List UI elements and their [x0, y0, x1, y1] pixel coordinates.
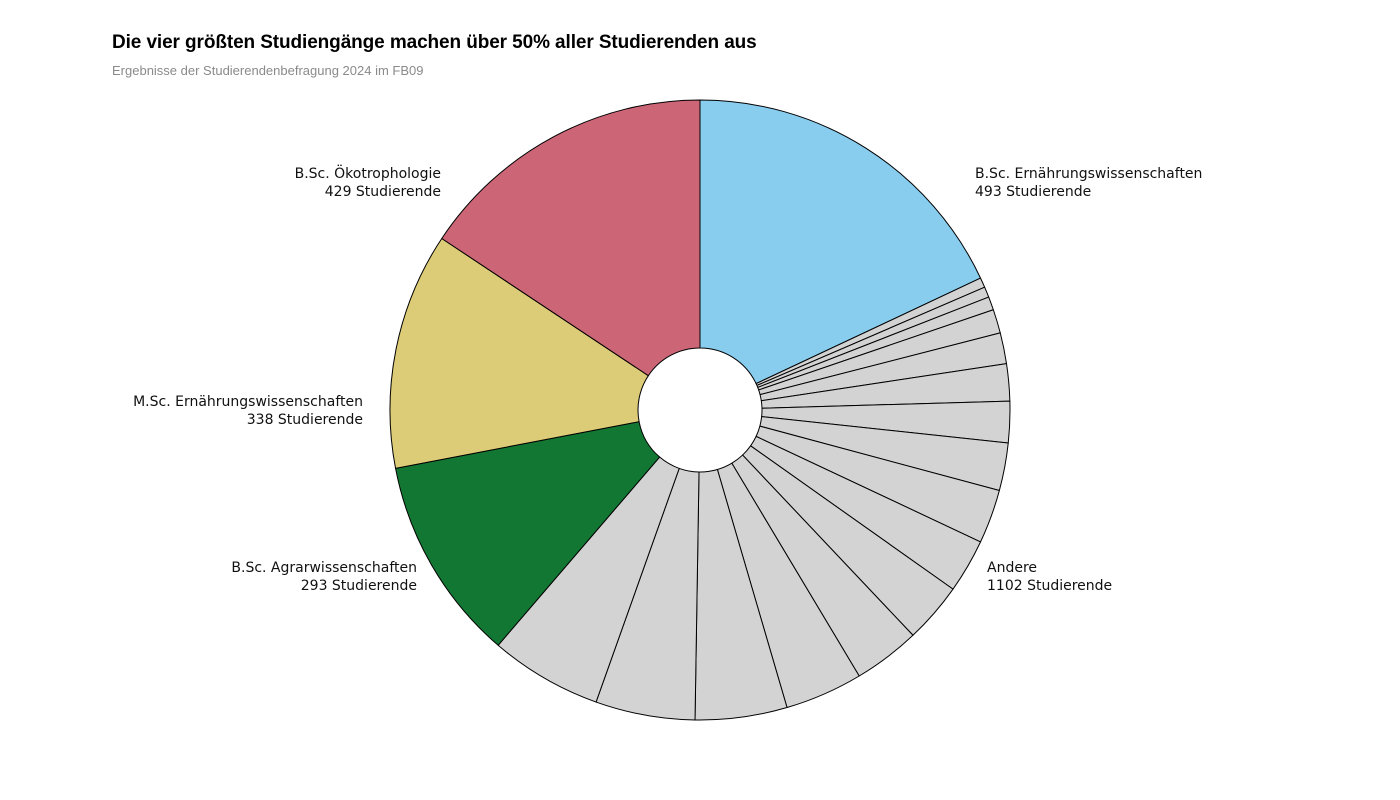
label-line-name: M.Sc. Ernährungswissenschaften	[133, 394, 363, 410]
label-line-count: 293 Studierende	[301, 578, 417, 594]
donut-slices	[389, 99, 1011, 721]
label-line-name: B.Sc. Ökotrophologie	[295, 164, 441, 182]
slice-b-sc-ernaehrungswissenschaften	[699, 99, 982, 385]
label-line-name: Andere	[987, 560, 1037, 576]
label-andere: Andere 1102 Studierende	[987, 560, 1112, 594]
label-b-sc-oekotrophologie: B.Sc. Ökotrophologie 429 Studierende	[295, 164, 441, 200]
label-line-name: B.Sc. Ernährungswissenschaften	[975, 166, 1202, 182]
label-b-sc-ernaehrungswissenschaften: B.Sc. Ernährungswissenschaften 493 Studi…	[975, 166, 1202, 200]
label-line-count: 338 Studierende	[247, 412, 363, 428]
slice-m-sc-ernaehrungswissenschaften	[389, 237, 649, 469]
label-line-name: B.Sc. Agrarwissenschaften	[231, 560, 417, 576]
label-line-count: 1102 Studierende	[987, 578, 1112, 594]
label-line-count: 429 Studierende	[325, 184, 441, 200]
chart-title: Die vier größten Studiengänge machen übe…	[112, 32, 757, 53]
label-b-sc-agrarwissenschaften: B.Sc. Agrarwissenschaften 293 Studierend…	[231, 560, 417, 594]
chart-subtitle: Ergebnisse der Studierendenbefragung 202…	[112, 63, 424, 78]
slice-b-sc-oekotrophologie	[441, 99, 701, 377]
slice-b-sc-agrarwissenschaften	[395, 421, 661, 646]
label-m-sc-ernaehrungswissenschaften: M.Sc. Ernährungswissenschaften 338 Studi…	[133, 394, 363, 428]
label-line-count: 493 Studierende	[975, 184, 1091, 200]
